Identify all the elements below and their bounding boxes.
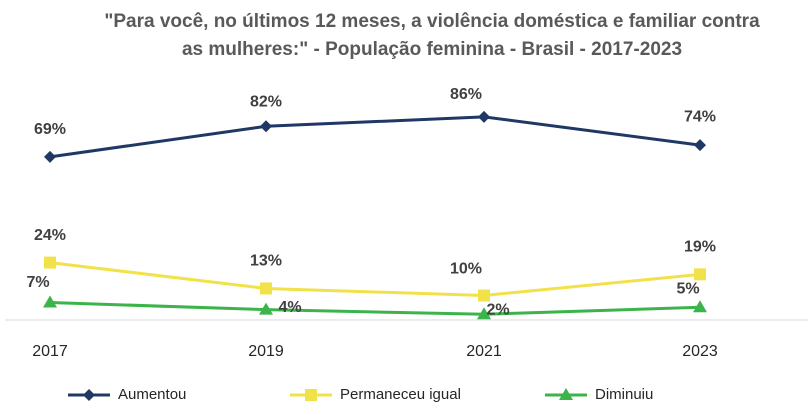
legend-label: Aumentou [118, 386, 186, 403]
data-label: 10% [450, 261, 482, 278]
marker [44, 150, 56, 163]
marker [478, 110, 490, 123]
marker [477, 307, 491, 320]
data-label: 4% [278, 299, 301, 316]
series-line [49, 301, 701, 316]
data-label: 74% [684, 108, 716, 125]
marker [559, 388, 573, 400]
marker [44, 256, 56, 269]
marker [259, 302, 273, 315]
legend-label: Permaneceu igual [340, 386, 461, 403]
chart-title: "Para você, no últimos 12 meses, a violê… [104, 11, 760, 32]
marker [43, 295, 57, 308]
x-tick-label: 2019 [248, 343, 284, 360]
data-label: 69% [34, 121, 66, 138]
data-label: 13% [250, 253, 282, 270]
marker [83, 389, 95, 401]
x-tick-label: 2017 [32, 343, 68, 360]
data-label: 82% [250, 94, 282, 111]
chart-title: as mulheres:" - População feminina - Bra… [182, 39, 682, 60]
marker [694, 139, 706, 152]
data-label: 19% [684, 239, 716, 256]
data-label: 7% [26, 274, 49, 291]
series-line [49, 115, 701, 159]
marker [305, 389, 317, 401]
x-tick-label: 2021 [466, 343, 502, 360]
marker [693, 300, 707, 313]
x-tick-label: 2023 [682, 343, 718, 360]
legend-label: Diminuiu [595, 386, 653, 403]
data-label: 2% [486, 302, 509, 319]
marker [260, 120, 272, 133]
marker [694, 268, 706, 281]
data-label: 86% [450, 86, 482, 103]
series-line [49, 261, 701, 298]
marker [260, 282, 272, 295]
data-label: 5% [676, 280, 699, 297]
marker [478, 289, 490, 302]
data-label: 24% [34, 227, 66, 244]
